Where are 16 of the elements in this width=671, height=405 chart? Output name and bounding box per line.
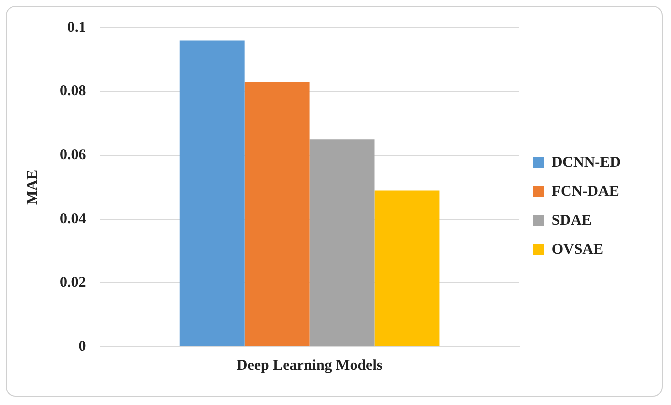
bar <box>180 40 245 346</box>
y-tick-label: 0.08 <box>60 84 86 100</box>
bar <box>310 140 375 346</box>
y-tick-label: 0.02 <box>60 275 86 292</box>
legend-label: DCNN-ED <box>552 154 622 171</box>
y-axis-title: MAE <box>24 170 41 205</box>
legend-label: SDAE <box>552 212 592 229</box>
x-tick-label: Deep Learning Models <box>236 358 383 374</box>
y-tick-label: 0.1 <box>68 20 86 36</box>
legend-label: OVSAE <box>552 242 604 258</box>
legend-label: FCN-DAE <box>552 184 620 200</box>
bar <box>374 190 440 346</box>
y-tick-label: 0 <box>78 338 86 355</box>
bar <box>244 82 310 346</box>
y-tick-label: 0.04 <box>60 211 87 228</box>
y-tick-label: 0.06 <box>60 147 87 164</box>
